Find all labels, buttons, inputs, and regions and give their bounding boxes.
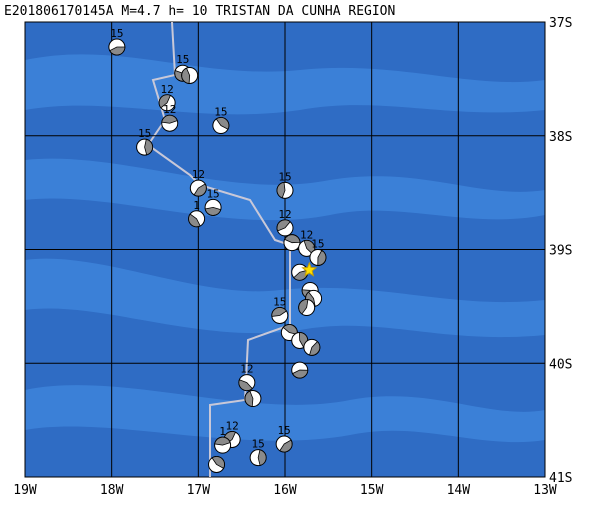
compression-quadrant [211, 456, 225, 469]
lon-label: 13W [533, 483, 557, 498]
lon-label: 19W [13, 483, 37, 498]
compression-quadrant [257, 449, 267, 466]
lon-label: 14W [447, 483, 471, 498]
compression-quadrant [193, 183, 207, 197]
focal-mechanism [244, 390, 262, 408]
compression-quadrant [109, 46, 126, 56]
focal-mechanism: 15 [212, 106, 230, 135]
compression-quadrant [279, 439, 293, 453]
lon-label: 17W [187, 483, 211, 498]
event-label: 12 [240, 363, 253, 376]
lat-label: 38S [549, 130, 572, 145]
focal-mechanism: 15 [276, 170, 294, 199]
epicenter [301, 261, 318, 277]
compression-quadrant [298, 299, 309, 315]
compression-quadrant [144, 138, 153, 156]
compression-quadrant [158, 94, 171, 109]
focal-mechanism: 15 [275, 424, 293, 453]
compression-quadrant [317, 249, 327, 266]
event-label: 15 [311, 237, 324, 250]
event-label: 15 [138, 127, 151, 140]
compression-quadrant [284, 234, 301, 244]
focal-mechanism: 12 [298, 228, 316, 257]
focal-mechanism: 15 [271, 295, 289, 324]
compression-quadrant [214, 436, 231, 446]
event-label: 15 [273, 295, 286, 308]
focal-mechanism: 15 [309, 237, 327, 266]
event-label: 12 [278, 208, 291, 221]
focal-mechanism: 15 [136, 127, 154, 156]
focal-mechanism [283, 234, 301, 252]
lat-label: 37S [549, 16, 572, 31]
event-label: 1 [219, 425, 226, 438]
focal-mechanism: 12 [161, 103, 179, 132]
focal-mechanism: 1 [214, 425, 232, 454]
event-label: 15 [252, 438, 265, 451]
event-label: 12 [163, 103, 176, 116]
event-label: 15 [206, 187, 219, 200]
compression-quadrant [161, 114, 178, 124]
compression-quadrant [238, 379, 253, 391]
focal-mechanism: 12 [238, 363, 256, 392]
compression-quadrant [276, 181, 286, 199]
focal-mechanism: 12 [189, 168, 207, 197]
focal-mechanism: 12 [276, 208, 294, 237]
event-label: 15 [176, 53, 189, 66]
focal-mechanism [291, 263, 309, 281]
event-label: 12 [226, 419, 239, 432]
event-label: 15 [278, 424, 291, 437]
compression-quadrant [271, 307, 287, 317]
focal-mechanism: 15 [204, 187, 222, 216]
lat-label: 39S [549, 244, 572, 259]
compression-quadrant [292, 369, 309, 379]
focal-mechanism: 15 [108, 27, 126, 56]
focal-mechanism [303, 338, 321, 356]
focal-mechanism: 1 [188, 199, 206, 228]
event-label: 1 [193, 199, 200, 212]
lon-label: 16W [273, 483, 297, 498]
focal-mechanism [181, 66, 199, 84]
event-label: 15 [278, 170, 291, 183]
event-label: 12 [161, 83, 174, 96]
map-title: E201806170145A M=4.7 h= 10 TRISTAN DA CU… [4, 4, 395, 19]
event-label: 15 [110, 27, 123, 40]
compression-quadrant [309, 341, 321, 356]
compression-quadrant [204, 207, 222, 216]
lon-label: 15W [360, 483, 384, 498]
focal-mechanism [291, 361, 309, 379]
lon-label: 18W [100, 483, 124, 498]
focal-mechanism [208, 455, 226, 473]
focal-mechanism [298, 299, 316, 317]
compression-quadrant [276, 219, 291, 232]
compression-quadrant [181, 67, 191, 84]
event-label: 12 [300, 228, 313, 241]
focal-mechanism: 15 [249, 438, 267, 467]
event-label: 12 [192, 168, 205, 181]
event-label: 15 [214, 106, 227, 119]
compression-quadrant [188, 213, 201, 228]
compression-quadrant [244, 390, 254, 407]
lat-label: 40S [549, 357, 572, 372]
compression-quadrant [215, 117, 230, 130]
focal-mechanism: 12 [158, 83, 176, 112]
lat-label: 41S [549, 471, 572, 486]
